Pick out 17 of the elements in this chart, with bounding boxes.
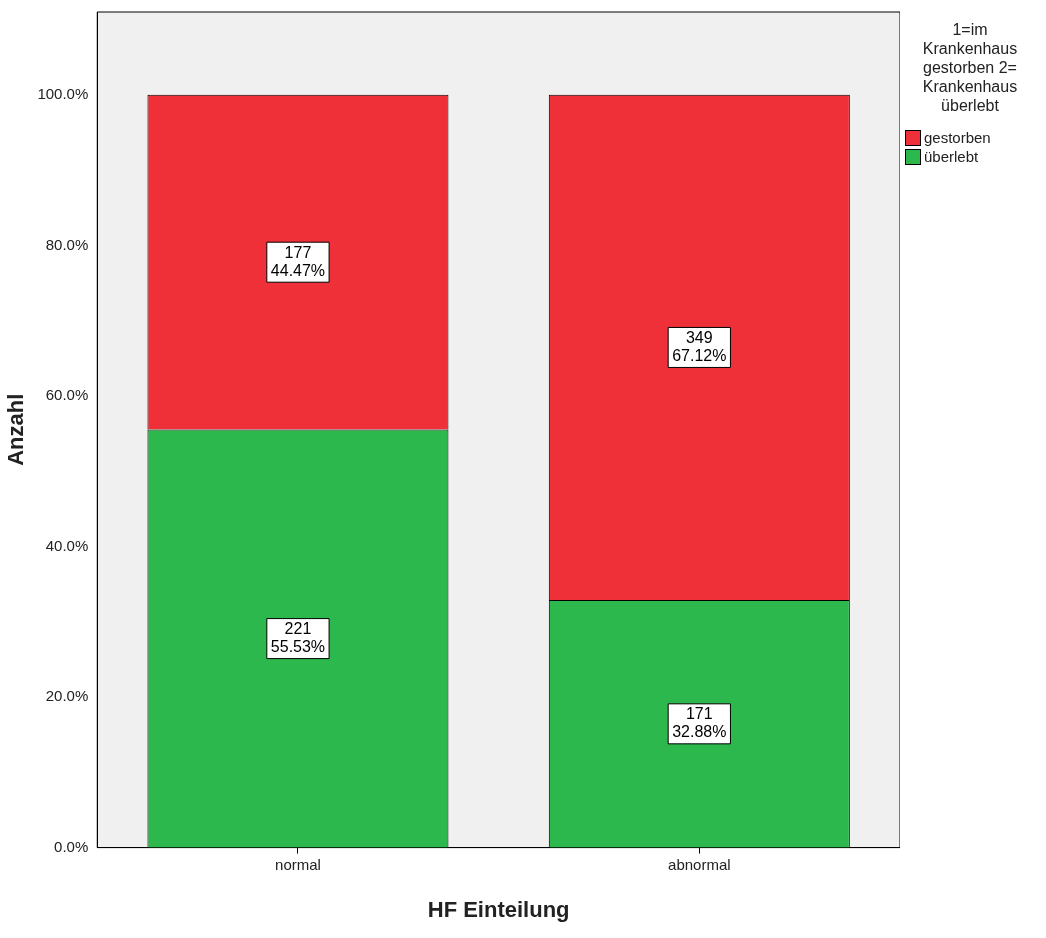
y-tick-label: 0.0% <box>54 837 89 855</box>
legend-label: überlebt <box>924 148 979 165</box>
y-tick-label: 20.0% <box>45 687 89 705</box>
y-tick-label: 80.0% <box>45 235 89 253</box>
data-label: 177 44.47% <box>270 243 326 279</box>
y-tick-label: 40.0% <box>45 536 89 554</box>
data-label: 349 67.12% <box>672 328 727 364</box>
text: gestorben <box>924 129 991 146</box>
legend-title: 1=im Krankenhaus gestorben 2= Krankenhaus überlebt <box>921 20 1019 115</box>
y-axis-title: Anzahl <box>3 393 29 466</box>
x-tick-label: abnormal <box>668 855 731 873</box>
y-tick-label: 60.0% <box>45 386 89 404</box>
x-axis-title: HF Einteilung <box>427 896 570 922</box>
data-label: 221 55.53% <box>270 619 326 655</box>
x-tick-label: normal <box>275 855 321 873</box>
data-label: 171 32.88% <box>672 705 727 741</box>
y-tick-label: 100.0% <box>37 84 89 102</box>
